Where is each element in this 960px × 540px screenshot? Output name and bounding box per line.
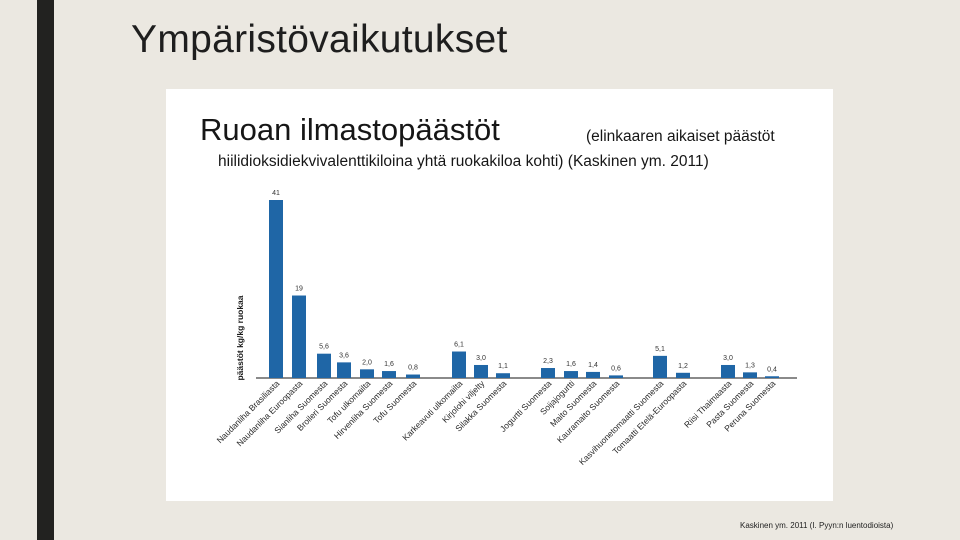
chart-subtitle: hiilidioksidiekvivalenttikiloina yhtä ru… — [218, 153, 709, 170]
value-label-14: 0,6 — [611, 365, 621, 372]
chart-title: Ruoan ilmastopäästöt — [200, 112, 500, 147]
bar-3 — [317, 353, 331, 378]
value-label-9: 3,0 — [476, 355, 486, 362]
value-label-5: 2,0 — [362, 359, 372, 366]
bar-10 — [496, 373, 510, 378]
source-caption: Kaskinen ym. 2011 (I. Pyyn:n luentodiois… — [740, 521, 894, 530]
bar-6 — [382, 371, 396, 378]
y-axis-label: päästöt kg/kg ruokaa — [235, 295, 245, 380]
value-label-8: 6,1 — [454, 342, 464, 349]
value-label-1: 41 — [272, 190, 280, 197]
value-label-11: 2,3 — [543, 358, 553, 365]
slide-title: Ympäristövaikutukset — [131, 18, 508, 61]
value-label-15: 5,1 — [655, 346, 665, 353]
bar-5 — [360, 369, 374, 378]
bar-13 — [586, 371, 600, 378]
bar-12 — [564, 371, 578, 378]
left-accent-bar — [37, 0, 54, 540]
value-label-7: 0,8 — [408, 365, 418, 372]
bar-9 — [474, 364, 488, 378]
value-label-19: 0,4 — [767, 366, 777, 373]
bar-8 — [452, 351, 466, 378]
value-label-13: 1,4 — [588, 362, 598, 369]
bar-2 — [292, 295, 306, 378]
value-label-4: 3,6 — [339, 352, 349, 359]
bar-19 — [765, 376, 779, 378]
chart-panel: Ruoan ilmastopäästöt (elinkaaren aikaise… — [166, 89, 833, 501]
chart-title-note: (elinkaaren aikaiset päästöt — [586, 128, 775, 145]
category-label-7: Tofu Suomesta — [371, 378, 418, 425]
bar-14 — [609, 375, 623, 378]
value-label-6: 1,6 — [384, 361, 394, 368]
bar-11 — [541, 368, 555, 378]
value-label-3: 5,6 — [319, 344, 329, 351]
bar-7 — [406, 374, 420, 378]
bar-1 — [269, 200, 283, 378]
bar-17 — [721, 364, 735, 378]
value-label-2: 19 — [295, 286, 303, 293]
bar-15 — [653, 355, 667, 378]
value-label-10: 1,1 — [498, 363, 508, 370]
value-label-16: 1,2 — [678, 363, 688, 370]
bar-16 — [676, 372, 690, 378]
bar-4 — [337, 362, 351, 378]
value-label-12: 1,6 — [566, 361, 576, 368]
value-label-17: 3,0 — [723, 355, 733, 362]
value-label-18: 1,3 — [745, 362, 755, 369]
bar-18 — [743, 372, 757, 378]
bar-chart: Ruoan ilmastopäästöt (elinkaaren aikaise… — [200, 112, 797, 467]
